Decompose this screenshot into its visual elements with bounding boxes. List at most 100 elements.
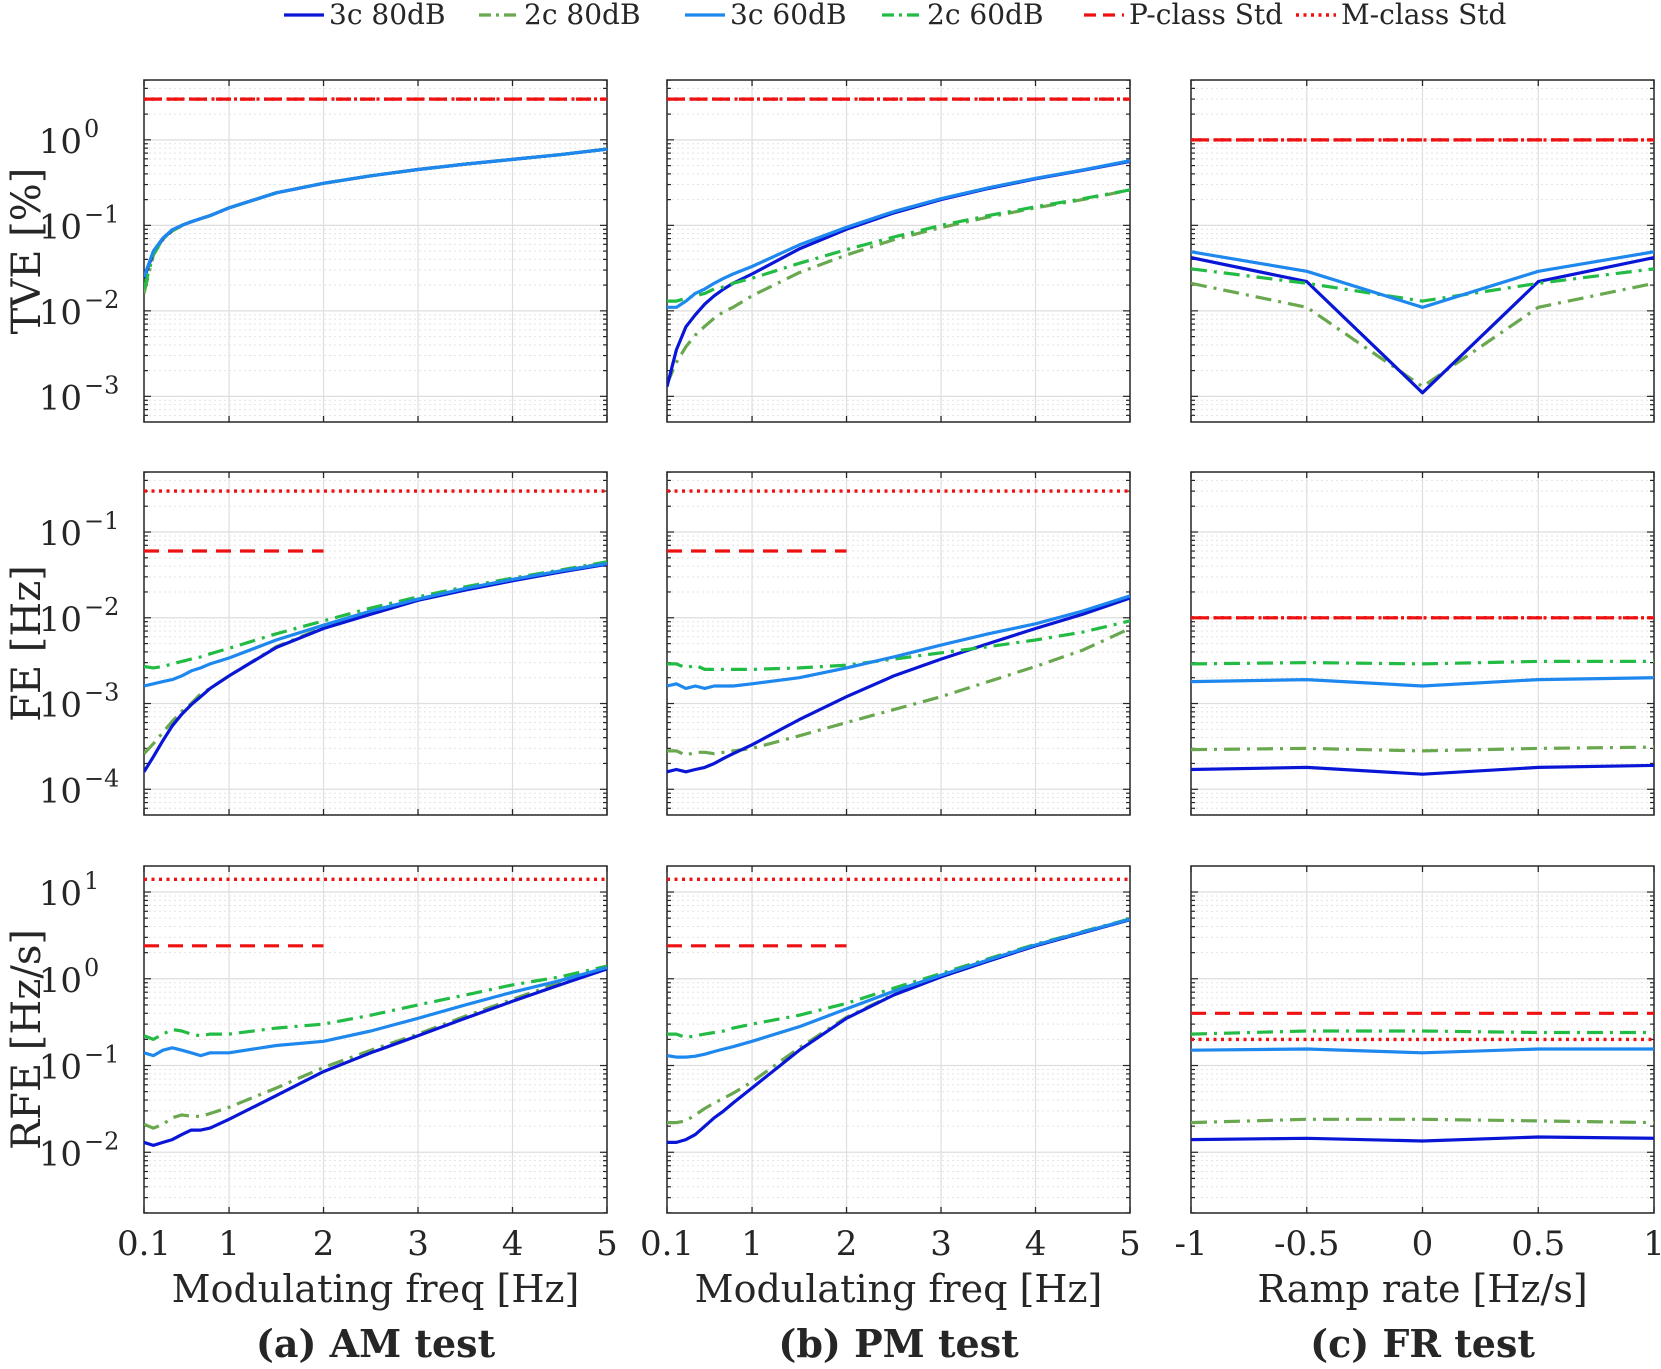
- series-line-3c-80db: [144, 562, 607, 773]
- panel-tve-fr: [1190, 79, 1655, 423]
- x-axis-label: Modulating freq [Hz]: [695, 1267, 1103, 1311]
- series-line-3c-80db: [1191, 1135, 1654, 1143]
- legend-item-2c-60db: 2c 60dB: [882, 0, 1044, 31]
- legend-item-3c-80db: 3c 80dB: [284, 0, 446, 31]
- series-line-2c-60db: [144, 560, 607, 670]
- panel-fe-am: 10−410−310−210−1: [39, 471, 608, 816]
- grid: [1190, 471, 1655, 815]
- series-line-2c-80db: [667, 918, 1130, 1125]
- series-line-3c-60db: [1191, 676, 1654, 688]
- y-tick-exponent: −2: [84, 1127, 119, 1155]
- series-line-2c-60db: [144, 964, 607, 1042]
- series-line-2c-80db: [144, 561, 607, 755]
- y-tick-exponent: 0: [84, 954, 99, 982]
- legend-label: 2c 60dB: [927, 0, 1044, 31]
- panel-fe-pm: [666, 471, 1131, 816]
- y-tick-exponent: −2: [84, 286, 119, 314]
- y-tick-label: 10: [39, 686, 82, 726]
- y-tick-label: 10: [39, 874, 82, 914]
- y-tick-label: 10: [39, 122, 82, 162]
- x-tick-label: 2: [313, 1224, 335, 1264]
- grid: [666, 79, 1131, 422]
- series-line-2c-80db: [144, 147, 607, 294]
- y-tick-exponent: −1: [84, 1041, 119, 1069]
- legend-item-2c-80db: 2c 80dB: [479, 0, 641, 31]
- series-line-3c-60db: [144, 147, 607, 278]
- series-line-2c-60db: [667, 188, 1130, 303]
- series-line-2c-60db: [1191, 267, 1654, 303]
- legend-label: P-class Std: [1129, 0, 1283, 31]
- y-tick-exponent: −2: [84, 593, 119, 621]
- x-axis-label: Modulating freq [Hz]: [172, 1267, 580, 1311]
- x-tick-label: 0.5: [1511, 1224, 1565, 1264]
- series-group: [667, 489, 1130, 774]
- series-line-2c-80db: [144, 965, 607, 1130]
- series-line-2c-80db: [667, 627, 1130, 757]
- y-tick-label: 10: [39, 293, 82, 333]
- series-line-2c-80db: [1191, 745, 1654, 753]
- y-tick-exponent: −3: [84, 679, 119, 707]
- x-tick-label: 3: [407, 1224, 429, 1264]
- y-axis-label: FE [Hz]: [4, 565, 50, 722]
- x-tick-label: 4: [1025, 1224, 1047, 1264]
- series-group: [144, 97, 607, 294]
- series-line-2c-60db: [667, 917, 1130, 1040]
- x-axis-label: Ramp rate [Hz/s]: [1257, 1267, 1587, 1311]
- y-tick-label: 10: [39, 771, 82, 811]
- y-axis-label: TVE [%]: [4, 168, 50, 335]
- x-tick-label: -1: [1174, 1224, 1207, 1264]
- x-tick-label: 0: [1412, 1224, 1434, 1264]
- series-line-3c-80db: [144, 967, 607, 1148]
- x-tick-label: 0.1: [640, 1224, 694, 1264]
- series-line-3c-60db: [667, 159, 1130, 309]
- x-tick-label: 4: [502, 1224, 524, 1264]
- series-group: [1191, 1011, 1654, 1143]
- series-group: [667, 97, 1130, 387]
- x-tick-label: 1: [218, 1224, 240, 1264]
- legend-item-m-class-std: M-class Std: [1296, 0, 1507, 31]
- series-line-3c-80db: [1191, 763, 1654, 776]
- y-tick-exponent: −3: [84, 371, 119, 399]
- y-tick-exponent: 1: [84, 867, 99, 895]
- series-line-3c-60db: [144, 561, 607, 688]
- x-tick-label: 1: [1643, 1224, 1661, 1264]
- y-tick-label: 10: [39, 514, 82, 554]
- series-group: [1191, 138, 1654, 395]
- series-line-3c-60db: [144, 965, 607, 1058]
- y-tick-label: 10: [39, 600, 82, 640]
- y-tick-label: 10: [39, 1134, 82, 1174]
- subfigure-caption: (a) AM test: [256, 1321, 496, 1366]
- x-tick-label: 3: [930, 1224, 952, 1264]
- legend-label: 3c 80dB: [329, 0, 446, 31]
- series-line-3c-80db: [1191, 256, 1654, 395]
- series-line-3c-60db: [667, 594, 1130, 691]
- x-tick-label: 2: [836, 1224, 858, 1264]
- panels: 10 −310 −210 −110 010 −410 −310 −210 −110 −210 −11…: [39, 79, 1661, 1264]
- series-line-2c-60db: [667, 619, 1130, 672]
- legend: 3c 80dB 2c 80dB 3c 60dB 2c 60dB P-class Std M…: [284, 0, 1507, 31]
- series-line-3c-60db: [1191, 1047, 1654, 1055]
- legend-label: 2c 80dB: [524, 0, 641, 31]
- series-group: [144, 877, 607, 1148]
- series-line-2c-80db: [667, 188, 1130, 385]
- y-axis-label: RFE [Hz/s]: [4, 929, 50, 1150]
- x-tick-label: 5: [1119, 1224, 1141, 1264]
- y-tick-exponent: −1: [84, 507, 119, 535]
- x-tick-label: 1: [741, 1224, 763, 1264]
- legend-label: 3c 60dB: [730, 0, 847, 31]
- legend-label: M-class Std: [1341, 0, 1507, 31]
- y-tick-exponent: −1: [84, 200, 119, 228]
- legend-item-p-class-std: P-class Std: [1084, 0, 1283, 31]
- series-line-2c-60db: [1191, 1029, 1654, 1036]
- grid: [143, 79, 608, 422]
- grid: [143, 471, 608, 815]
- subfigure-caption: (c) FR test: [1310, 1321, 1535, 1366]
- y-tick-exponent: −4: [84, 764, 119, 792]
- panel-rfe-pm: 0.1 1 2 3 4 5: [640, 865, 1141, 1264]
- labels: TVE [%] FE [Hz] RFE [Hz/s] Modulating freq …: [4, 168, 1588, 1366]
- series-group: [1191, 616, 1654, 776]
- x-tick-label: 0.1: [117, 1224, 171, 1264]
- y-tick-exponent: 0: [84, 115, 99, 143]
